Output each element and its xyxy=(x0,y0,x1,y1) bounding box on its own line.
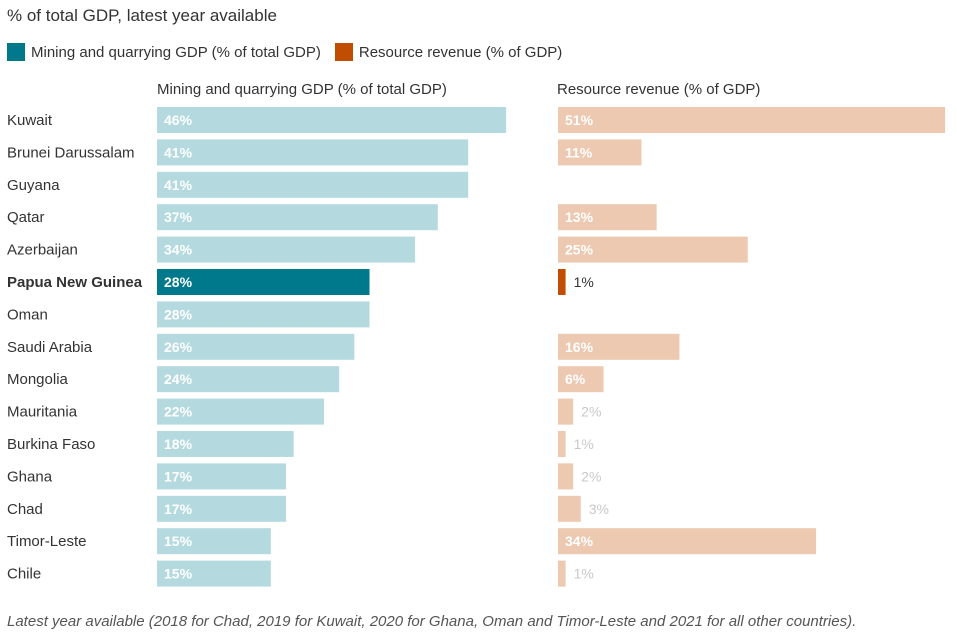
data-label-mining: 24% xyxy=(164,371,193,387)
data-label-mining: 15% xyxy=(164,533,193,549)
data-label-revenue: 2% xyxy=(581,468,601,484)
category-label: Oman xyxy=(7,306,48,323)
chart-legend: Mining and quarrying GDP (% of total GDP… xyxy=(7,43,576,61)
bar-mining xyxy=(157,398,324,425)
bar-mining xyxy=(157,431,294,457)
category-label: Papua New Guinea xyxy=(7,274,143,291)
category-label: Mauritania xyxy=(7,404,78,421)
category-label: Azerbaijan xyxy=(7,242,78,259)
bar-chart: Kuwait 46% 51% Brunei Darussalam 41% 11% Guyan… xyxy=(7,107,946,587)
category-label: Kuwait xyxy=(7,112,53,129)
data-label-mining: 18% xyxy=(164,436,193,452)
bar-mining xyxy=(157,269,370,295)
column-header-mining: Mining and quarrying GDP (% of total GDP… xyxy=(157,81,447,98)
legend-label-mining: Mining and quarrying GDP (% of total GDP… xyxy=(31,43,321,61)
category-label: Mongolia xyxy=(7,371,69,388)
bar-revenue xyxy=(558,463,574,490)
category-label: Brunei Darussalam xyxy=(7,144,135,161)
bar-mining xyxy=(157,236,416,263)
bar-mining xyxy=(157,495,287,522)
bar-revenue xyxy=(558,269,566,295)
data-label-revenue: 13% xyxy=(565,209,594,225)
column-header-revenue: Resource revenue (% of GDP) xyxy=(557,81,761,98)
bar-mining xyxy=(157,463,287,490)
legend-swatch-revenue xyxy=(334,43,353,61)
bar-mining xyxy=(157,301,370,328)
bar-revenue xyxy=(558,333,680,360)
data-label-revenue: 11% xyxy=(565,144,593,160)
data-label-mining: 34% xyxy=(164,242,193,258)
data-label-mining: 26% xyxy=(164,339,193,355)
category-label: Guyana xyxy=(7,177,60,194)
bar-mining xyxy=(157,528,271,555)
category-label: Burkina Faso xyxy=(7,436,95,453)
bar-revenue xyxy=(558,107,946,133)
bar-revenue xyxy=(558,398,574,425)
data-label-revenue: 3% xyxy=(589,501,609,517)
bar-revenue xyxy=(558,431,566,457)
data-label-mining: 41% xyxy=(164,144,193,160)
bar-mining xyxy=(157,560,271,587)
data-label-revenue: 25% xyxy=(565,242,594,258)
data-label-mining: 15% xyxy=(164,566,193,582)
bar-revenue xyxy=(558,495,581,522)
footnote: Latest year available (2018 for Chad, 20… xyxy=(7,613,857,630)
data-label-mining: 41% xyxy=(164,177,193,193)
data-label-mining: 28% xyxy=(164,306,193,322)
bar-revenue xyxy=(558,139,642,166)
data-label-revenue: 2% xyxy=(581,404,601,420)
data-label-revenue: 1% xyxy=(574,436,594,452)
legend-item-mining: Mining and quarrying GDP (% of total GDP… xyxy=(7,43,321,61)
category-label: Saudi Arabia xyxy=(7,339,93,356)
data-label-revenue: 6% xyxy=(565,371,586,387)
bar-mining xyxy=(157,333,355,360)
bar-mining xyxy=(157,107,507,133)
data-label-revenue: 1% xyxy=(574,566,594,582)
bar-mining xyxy=(157,204,438,231)
bar-revenue xyxy=(558,560,566,587)
data-label-mining: 17% xyxy=(164,468,193,484)
data-label-mining: 46% xyxy=(164,112,193,128)
bar-mining xyxy=(157,366,340,393)
legend-item-revenue: Resource revenue (% of GDP) xyxy=(334,43,563,61)
bar-revenue xyxy=(558,236,748,263)
category-label: Chad xyxy=(7,501,43,518)
category-label: Qatar xyxy=(7,209,45,226)
bar-revenue xyxy=(558,204,657,231)
bar-revenue xyxy=(558,366,604,393)
legend-label-revenue: Resource revenue (% of GDP) xyxy=(358,43,563,61)
chart-subtitle: % of total GDP, latest year available xyxy=(7,6,277,25)
category-label: Ghana xyxy=(7,468,53,485)
data-label-revenue: 51% xyxy=(565,112,594,128)
legend-swatch-mining xyxy=(7,43,25,61)
bar-revenue xyxy=(558,528,817,555)
data-label-mining: 28% xyxy=(164,274,193,290)
bar-mining xyxy=(157,139,469,166)
data-label-mining: 37% xyxy=(164,209,193,225)
data-label-mining: 22% xyxy=(164,404,193,420)
data-label-revenue: 1% xyxy=(574,274,594,290)
category-label: Timor-Leste xyxy=(7,533,86,550)
category-label: Chile xyxy=(7,566,41,583)
data-label-revenue: 16% xyxy=(565,339,594,355)
bar-mining xyxy=(157,171,469,198)
data-label-revenue: 34% xyxy=(565,533,594,549)
data-label-mining: 17% xyxy=(164,501,193,517)
